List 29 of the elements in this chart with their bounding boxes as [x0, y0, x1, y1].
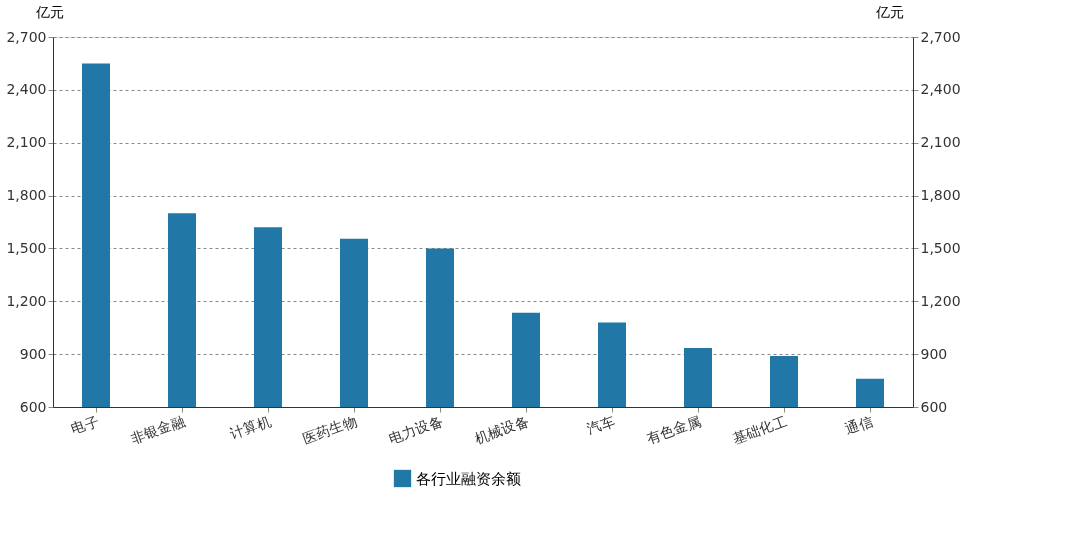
y2-tick-label: 1,800: [920, 187, 961, 204]
y-tick-label: 1,500: [6, 239, 47, 256]
x-tick-label: 汽车: [585, 412, 617, 438]
y2-tick-label: 900: [920, 345, 948, 362]
legend-label: 各行业融资余额: [416, 469, 521, 488]
y-tick-label: 600: [19, 398, 47, 415]
y-tick-label: 2,100: [6, 134, 47, 151]
x-tick-label: 计算机: [227, 412, 273, 443]
y2-tick-label: 1,500: [920, 239, 961, 256]
x-tick-label: 非银金融: [128, 412, 187, 447]
y2-tick-label: 600: [920, 398, 948, 415]
x-tick-label: 医药生物: [300, 412, 359, 447]
y2-tick-label: 2,700: [920, 28, 961, 45]
x-tick-label: 有色金属: [644, 412, 703, 447]
y2-axis-title: 亿元: [874, 3, 904, 20]
x-tick-label: 通信: [843, 412, 875, 438]
y-tick-label: 2,700: [6, 28, 47, 45]
y-tick-label: 900: [19, 345, 47, 362]
x-tick-label: 基础化工: [730, 412, 789, 447]
y-tick-label: 2,400: [6, 81, 47, 98]
y2-tick-label: 2,400: [920, 81, 961, 98]
x-tick-label: 电子: [69, 412, 101, 438]
y-tick-label: 1,800: [6, 187, 47, 204]
y-tick-label: 1,200: [6, 292, 47, 309]
x-tick-label: 机械设备: [472, 412, 531, 447]
y2-tick-label: 2,100: [920, 134, 961, 151]
x-tick-label: 电力设备: [386, 412, 445, 447]
y-axis-title: 亿元: [34, 3, 64, 20]
y2-tick-label: 1,200: [920, 292, 961, 309]
